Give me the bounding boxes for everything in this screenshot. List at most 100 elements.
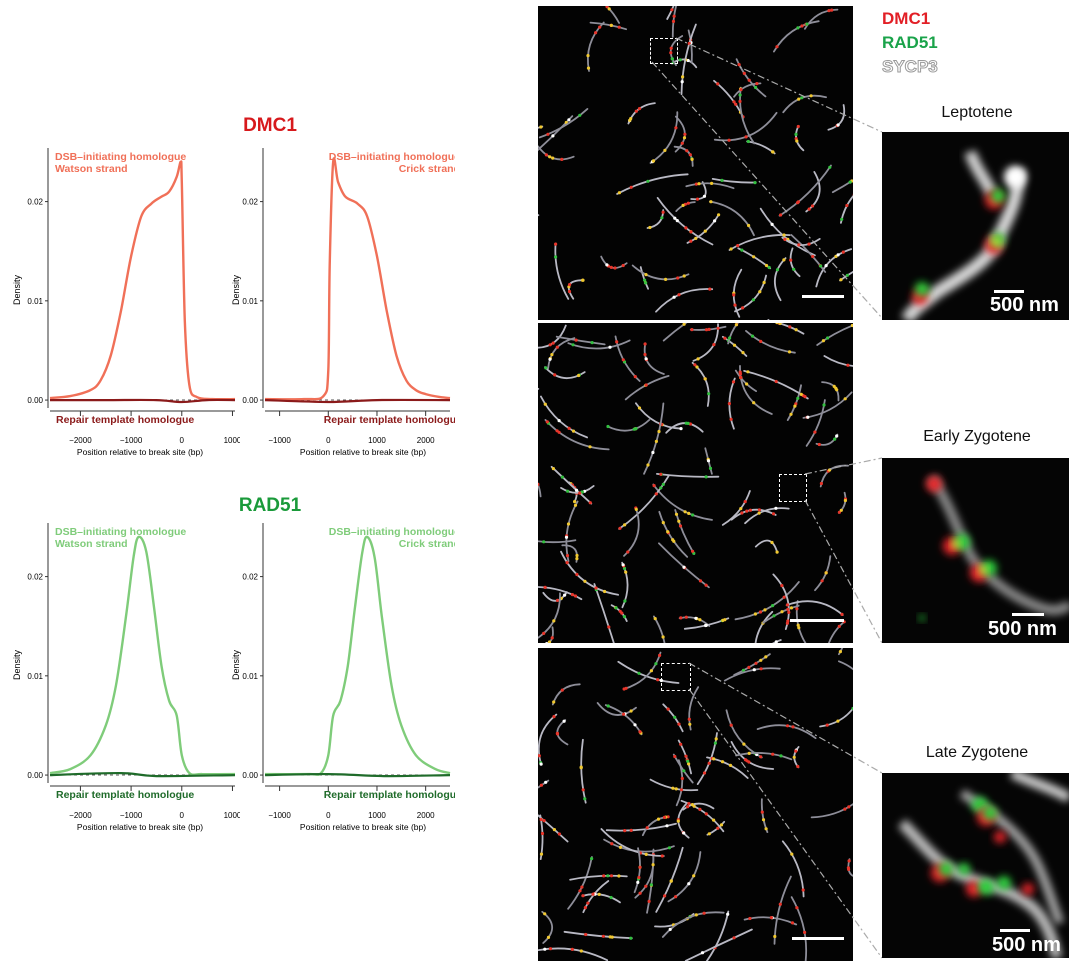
focus-dot xyxy=(744,135,748,139)
chromosome-axis xyxy=(725,709,763,759)
focus-dot xyxy=(738,372,742,376)
chromosome-axis xyxy=(802,391,853,419)
chromosome-axis xyxy=(666,6,675,20)
focus-dot xyxy=(629,709,633,713)
inset-scale-bar xyxy=(1000,929,1030,932)
focus-dot xyxy=(644,281,648,285)
focus-dot xyxy=(719,823,724,827)
focus-dot xyxy=(826,336,830,340)
focus-dot xyxy=(606,424,610,429)
chromosome-axis xyxy=(823,355,853,367)
focus-dot xyxy=(687,717,691,721)
x-tick-label: 0 xyxy=(326,436,331,445)
crick-label-line1: DSB–initiating homologue xyxy=(329,151,455,163)
chromosome-axis xyxy=(790,896,808,961)
focus-dot xyxy=(780,584,784,588)
focus-dot xyxy=(764,655,768,659)
roi-box xyxy=(779,474,807,502)
repair-label: Repair template homologue xyxy=(56,414,194,426)
focus-dot xyxy=(539,783,543,787)
focus-dot xyxy=(775,268,780,272)
x-axis-label: Position relative to break site (bp) xyxy=(300,822,426,832)
focus-dot xyxy=(707,327,711,331)
focus-dot xyxy=(747,751,751,755)
focus-dot xyxy=(649,669,653,673)
focus-dot xyxy=(581,788,585,792)
density-ylabel: Density xyxy=(12,649,22,680)
chromosome-axis xyxy=(610,604,628,622)
focus-dot xyxy=(622,712,626,716)
focus-dot xyxy=(685,149,689,153)
focus-dot xyxy=(601,934,605,938)
focus-dot xyxy=(803,395,807,399)
inset-scale-bar xyxy=(1012,613,1044,616)
focus-dot xyxy=(745,759,749,763)
focus-dot xyxy=(732,100,736,104)
focus-dot xyxy=(835,434,839,438)
focus-dot xyxy=(575,553,579,558)
focus-dot xyxy=(687,882,691,886)
chromosome-axis xyxy=(560,550,619,596)
focus-dot xyxy=(671,19,676,23)
focus-dot xyxy=(681,75,685,79)
inset-leptotene: 500 nm xyxy=(882,132,1069,320)
focus-dot xyxy=(799,392,803,396)
x-tick-label: 2000 xyxy=(417,811,435,820)
focus-dot xyxy=(678,58,682,62)
focus-dot xyxy=(566,522,571,526)
focus-dot xyxy=(760,810,764,814)
focus-dot xyxy=(686,759,690,763)
chromosome-axis xyxy=(730,508,777,521)
focus-dot xyxy=(754,85,758,90)
focus-dot xyxy=(692,874,696,878)
focus-dot xyxy=(764,827,768,831)
focus-dot xyxy=(566,489,570,493)
focus-dot xyxy=(543,585,547,589)
x-tick-label: −1000 xyxy=(120,436,143,445)
focus-dot xyxy=(762,280,766,285)
focus-dot xyxy=(622,566,627,570)
chromosome-axis xyxy=(587,21,605,72)
focus-dot xyxy=(552,715,556,719)
focus-dot xyxy=(792,267,796,271)
chromosome-axis xyxy=(633,847,641,894)
focus-dot xyxy=(743,500,747,504)
focus-dot xyxy=(560,157,564,161)
focus-dot xyxy=(840,217,844,221)
chromosome-axis xyxy=(639,266,649,290)
focus-dot xyxy=(575,557,579,561)
focus-dot xyxy=(644,852,648,856)
focus-dot xyxy=(707,392,711,396)
focus-dot xyxy=(580,490,584,494)
chromosome-axis xyxy=(605,6,620,24)
focus-dot xyxy=(757,511,761,515)
focus-dot xyxy=(703,377,707,381)
focus-dot xyxy=(542,631,546,635)
x-tick-label: 1000 xyxy=(224,436,240,445)
chromosome-axis xyxy=(711,178,757,184)
chromosome-axis xyxy=(655,846,684,913)
focus-dot xyxy=(708,287,712,291)
focus-dot xyxy=(629,936,633,940)
focus-dot xyxy=(752,668,756,672)
focus-dot xyxy=(839,278,843,282)
focus-dot xyxy=(578,491,582,495)
scale-bar xyxy=(790,619,844,622)
chromosome-axis xyxy=(721,490,751,526)
focus-dot xyxy=(669,879,673,883)
rad51-crick-plot: 0.00 0.01 0.02 −1000 0 1000 2000 Density DSB–… xyxy=(231,523,455,832)
focus-dot xyxy=(686,201,690,205)
focus-dot xyxy=(573,594,578,598)
focus-dot xyxy=(795,906,799,910)
focus-dot xyxy=(609,265,613,269)
focus-dot xyxy=(626,550,630,554)
focus-dot xyxy=(629,828,633,832)
focus-dot xyxy=(778,902,782,906)
focus-dot xyxy=(773,934,777,939)
legend-rad51: RAD51 xyxy=(882,33,938,52)
watson-label-line2: Watson strand xyxy=(55,538,128,550)
focus-dot xyxy=(789,412,793,416)
focus-dot xyxy=(673,754,677,759)
y-tick-label: 0.01 xyxy=(27,297,43,306)
focus-dot xyxy=(713,741,717,745)
